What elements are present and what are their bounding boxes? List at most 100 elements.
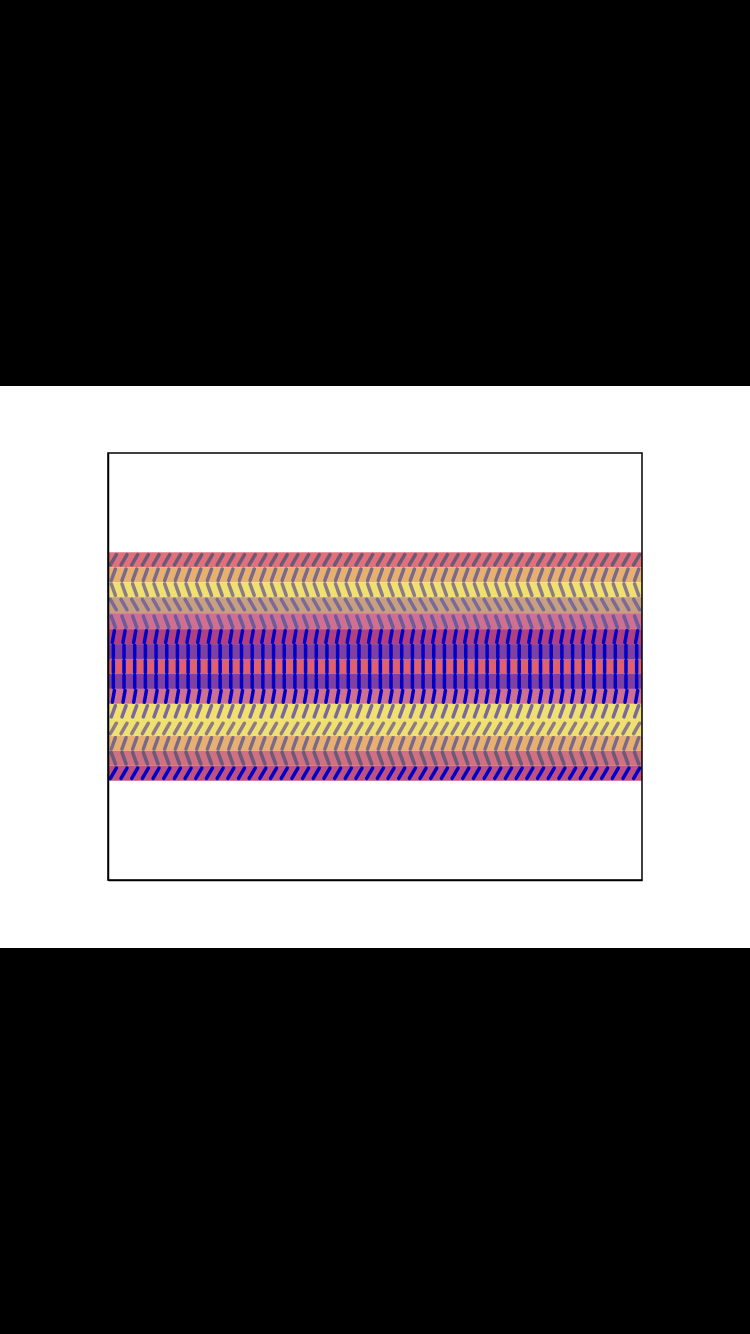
band bbox=[108, 720, 642, 736]
director bbox=[261, 738, 265, 749]
director bbox=[186, 753, 190, 764]
director bbox=[133, 646, 137, 658]
director bbox=[122, 569, 126, 580]
director bbox=[465, 631, 467, 643]
director bbox=[549, 616, 553, 627]
director bbox=[186, 646, 190, 658]
director bbox=[400, 661, 404, 673]
director bbox=[378, 706, 382, 717]
director bbox=[325, 646, 329, 658]
plot-frame bbox=[108, 453, 642, 880]
director bbox=[282, 738, 286, 749]
director bbox=[432, 706, 436, 717]
director bbox=[250, 738, 254, 749]
director bbox=[271, 555, 277, 565]
director bbox=[378, 584, 382, 595]
director bbox=[400, 706, 404, 717]
director bbox=[506, 555, 512, 565]
director bbox=[442, 738, 446, 749]
director bbox=[283, 690, 285, 702]
director bbox=[121, 768, 127, 778]
director bbox=[272, 661, 276, 673]
director bbox=[507, 646, 511, 658]
director bbox=[240, 675, 244, 687]
director bbox=[281, 768, 287, 778]
director bbox=[452, 723, 458, 733]
director bbox=[218, 616, 222, 627]
director bbox=[464, 661, 468, 673]
director bbox=[357, 738, 361, 749]
director bbox=[197, 753, 201, 764]
director bbox=[185, 768, 191, 778]
director bbox=[400, 753, 404, 764]
director bbox=[272, 631, 274, 643]
director bbox=[357, 646, 361, 658]
director bbox=[635, 646, 639, 658]
director bbox=[293, 706, 297, 717]
director bbox=[262, 631, 264, 643]
director bbox=[528, 569, 532, 580]
director bbox=[207, 584, 211, 595]
director bbox=[304, 661, 308, 673]
band bbox=[108, 629, 642, 644]
director bbox=[304, 675, 308, 687]
figure-background bbox=[0, 386, 750, 948]
band bbox=[108, 674, 642, 689]
director bbox=[154, 738, 158, 749]
director bbox=[548, 768, 554, 778]
director bbox=[261, 661, 265, 673]
director bbox=[389, 584, 393, 595]
director bbox=[539, 661, 543, 673]
director bbox=[420, 723, 426, 733]
director bbox=[347, 675, 351, 687]
director bbox=[612, 555, 618, 565]
director bbox=[239, 555, 245, 565]
director bbox=[582, 690, 584, 702]
director bbox=[324, 768, 330, 778]
director bbox=[539, 690, 541, 702]
director bbox=[581, 706, 585, 717]
director bbox=[571, 569, 575, 580]
director bbox=[527, 555, 533, 565]
director bbox=[389, 661, 393, 673]
director bbox=[442, 616, 446, 627]
director bbox=[475, 646, 479, 658]
director bbox=[165, 584, 169, 595]
director bbox=[336, 661, 340, 673]
director bbox=[624, 706, 628, 717]
director bbox=[229, 584, 233, 595]
director bbox=[539, 675, 543, 687]
director bbox=[580, 555, 586, 565]
director bbox=[357, 569, 361, 580]
director bbox=[506, 723, 512, 733]
director bbox=[613, 738, 617, 749]
director bbox=[357, 675, 361, 687]
director bbox=[239, 599, 245, 609]
director bbox=[592, 706, 596, 717]
director bbox=[538, 753, 542, 764]
director bbox=[549, 706, 553, 717]
director bbox=[175, 753, 179, 764]
director bbox=[346, 738, 350, 749]
director bbox=[176, 661, 180, 673]
director bbox=[292, 599, 298, 609]
director bbox=[142, 599, 148, 609]
director bbox=[154, 661, 158, 673]
director bbox=[485, 569, 489, 580]
director bbox=[282, 646, 286, 658]
director bbox=[549, 569, 553, 580]
director bbox=[121, 723, 127, 733]
director bbox=[110, 723, 116, 733]
director bbox=[603, 616, 607, 627]
director bbox=[571, 661, 575, 673]
director bbox=[368, 738, 372, 749]
director bbox=[399, 723, 405, 733]
director bbox=[271, 599, 277, 609]
director bbox=[636, 631, 638, 643]
director bbox=[313, 768, 319, 778]
director bbox=[357, 753, 361, 764]
director bbox=[582, 661, 586, 673]
director bbox=[496, 616, 500, 627]
director bbox=[122, 706, 126, 717]
director bbox=[357, 706, 361, 717]
